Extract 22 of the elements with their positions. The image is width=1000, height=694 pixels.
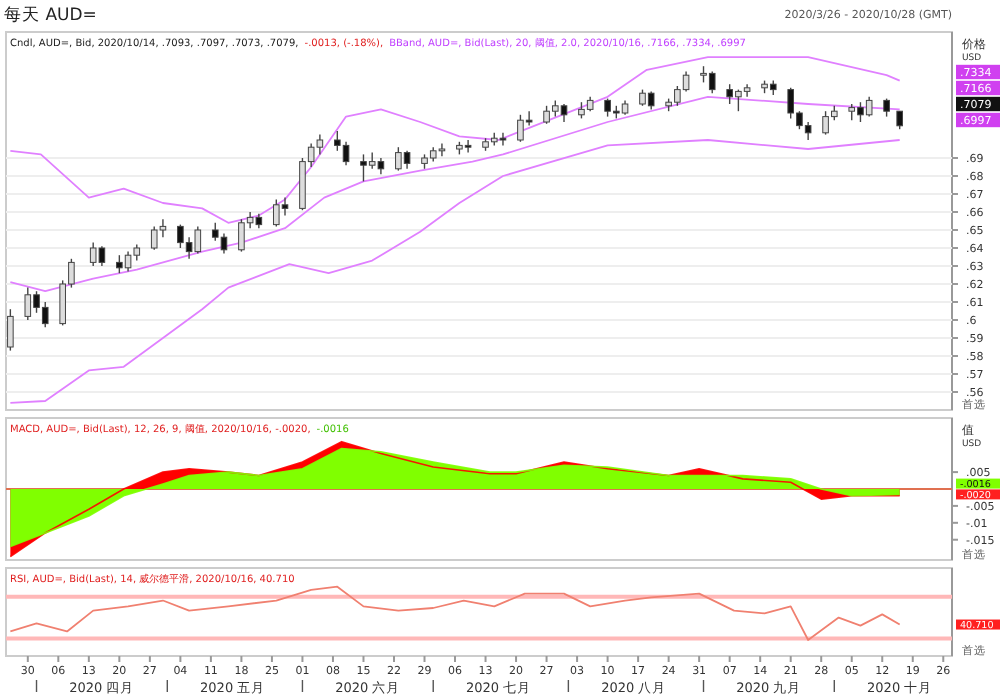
candlestick: [272, 198, 280, 228]
candlestick: [438, 142, 446, 157]
candlestick: [708, 70, 716, 94]
candlestick: [150, 225, 158, 251]
candlestick: [89, 241, 97, 267]
candlestick: [281, 196, 289, 217]
candlestick: [865, 96, 873, 118]
line-series: [9, 56, 901, 224]
chart-title: 每天 AUD=: [4, 4, 97, 26]
line-series: [9, 95, 901, 293]
line-series: [9, 139, 901, 404]
candlestick: [368, 151, 376, 170]
candlestick: [41, 301, 49, 328]
candlestick: [316, 133, 324, 156]
candlestick: [464, 139, 472, 154]
candlestick: [342, 141, 350, 166]
candlestick: [499, 132, 507, 147]
candlestick: [194, 225, 202, 255]
candlestick: [98, 245, 106, 267]
candlestick: [24, 286, 32, 321]
candlestick: [7, 308, 14, 352]
candlestick: [124, 250, 132, 273]
